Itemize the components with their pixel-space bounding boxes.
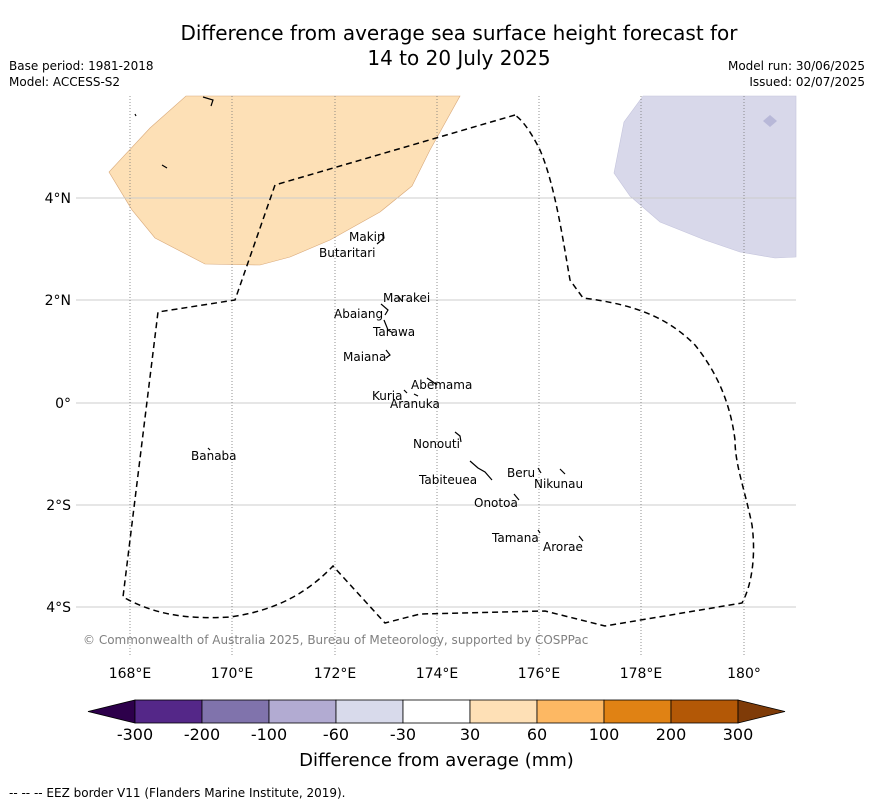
island-label: Tabiteuea bbox=[418, 473, 477, 487]
lat-tick-label: 2°S bbox=[46, 498, 71, 514]
island-label: Butaritari bbox=[319, 246, 376, 260]
colorbar-segment bbox=[201, 699, 270, 724]
island-shapes bbox=[134, 96, 584, 542]
colorbar-segment bbox=[134, 699, 203, 724]
colorbar-segment bbox=[670, 699, 739, 724]
colorbar-segment bbox=[536, 699, 605, 724]
colorbar-tick-labels: -300 -200 -100 -60 -30 30 60 100 200 300 bbox=[117, 725, 753, 744]
colorbar-segment bbox=[469, 699, 538, 724]
model-name: Model: ACCESS-S2 bbox=[9, 75, 121, 89]
chart-title: Difference from average sea surface heig… bbox=[0, 21, 873, 71]
longitude-tick-labels: 168°E 170°E 172°E 174°E 176°E 178°E 180° bbox=[109, 666, 761, 682]
colorbar-tick: -100 bbox=[251, 725, 287, 744]
island-label: Tarawa bbox=[372, 325, 415, 339]
lon-tick-label: 174°E bbox=[416, 666, 459, 682]
island-label: Arorae bbox=[543, 540, 583, 554]
run-info: Model run: 30/06/2025 Issued: 02/07/2025 bbox=[728, 58, 865, 90]
latitude-tick-labels: 4°N 2°N 0° 2°S 4°S bbox=[45, 191, 72, 616]
copyright-notice: © Commonwealth of Australia 2025, Bureau… bbox=[83, 633, 588, 647]
base-period: Base period: 1981-2018 bbox=[9, 59, 154, 73]
colorbar-tick: -300 bbox=[117, 725, 153, 744]
island-label: Abaiang bbox=[334, 307, 383, 321]
island-label: Makin bbox=[349, 230, 385, 244]
footnote: -- -- -- EEZ border V11 (Flanders Marine… bbox=[9, 786, 346, 800]
colorbar-low-extension bbox=[87, 699, 136, 724]
colorbar-tick: -200 bbox=[184, 725, 220, 744]
island-label: Kuria bbox=[372, 389, 403, 403]
colorbar-high-extension bbox=[737, 699, 786, 724]
colorbar-title: Difference from average (mm) bbox=[299, 750, 574, 771]
colorbar-tick: 300 bbox=[723, 725, 754, 744]
colorbar-tick: -60 bbox=[323, 725, 349, 744]
colorbar-segment bbox=[603, 699, 672, 724]
issued-date: Issued: 02/07/2025 bbox=[749, 75, 865, 89]
model-run: Model run: 30/06/2025 bbox=[727, 59, 865, 73]
lon-tick-label: 170°E bbox=[211, 666, 254, 682]
longitude-gridlines bbox=[129, 96, 745, 655]
lat-tick-label: 0° bbox=[55, 396, 71, 412]
island-label: Nikunau bbox=[534, 477, 583, 491]
negative-anomaly-region bbox=[613, 95, 797, 259]
island-label: Aranuka bbox=[390, 397, 440, 411]
latitude-gridlines bbox=[76, 197, 796, 608]
island-labels: Makin Butaritari Marakei Abaiang Tarawa … bbox=[191, 230, 583, 554]
positive-anomaly-region bbox=[108, 95, 461, 266]
title-line-2: 14 to 20 July 2025 bbox=[367, 46, 551, 70]
colorbar bbox=[87, 699, 786, 724]
lat-tick-label: 4°S bbox=[46, 600, 71, 616]
lon-tick-label: 176°E bbox=[518, 666, 561, 682]
colorbar-segment bbox=[268, 699, 337, 724]
island-label: Onotoa bbox=[474, 496, 518, 510]
lat-tick-label: 2°N bbox=[45, 293, 71, 309]
title-line-1: Difference from average sea surface heig… bbox=[180, 21, 738, 45]
lon-tick-label: 178°E bbox=[620, 666, 663, 682]
island-label: Tamana bbox=[491, 531, 539, 545]
island-label: Marakei bbox=[383, 291, 430, 305]
island-label: Maiana bbox=[343, 350, 386, 364]
eez-border bbox=[122, 114, 755, 627]
colorbar-tick: 30 bbox=[460, 725, 480, 744]
island-label: Banaba bbox=[191, 449, 237, 463]
lon-tick-label: 168°E bbox=[109, 666, 152, 682]
colorbar-tick: 60 bbox=[527, 725, 547, 744]
colorbar-segment bbox=[402, 699, 471, 724]
island-label: Beru bbox=[507, 466, 535, 480]
lat-tick-label: 4°N bbox=[45, 191, 71, 207]
colorbar-segment bbox=[335, 699, 404, 724]
colorbar-tick: -30 bbox=[390, 725, 416, 744]
colorbar-tick: 100 bbox=[589, 725, 620, 744]
lon-tick-label: 180° bbox=[727, 666, 761, 682]
island-label: Nonouti bbox=[413, 437, 460, 451]
colorbar-tick: 200 bbox=[656, 725, 687, 744]
model-info: Base period: 1981-2018 Model: ACCESS-S2 bbox=[9, 58, 154, 90]
island-label: Abemama bbox=[411, 378, 472, 392]
negative-anomaly-patch bbox=[763, 115, 777, 127]
lon-tick-label: 172°E bbox=[314, 666, 357, 682]
